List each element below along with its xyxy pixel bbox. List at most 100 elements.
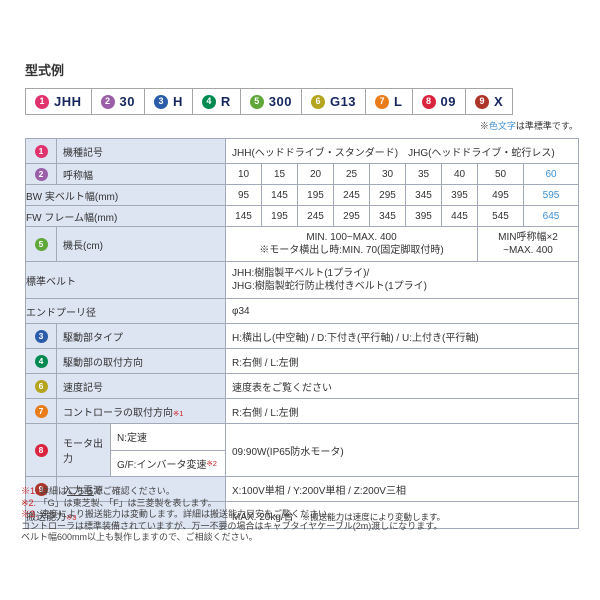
frame-width-value: 145 [225, 205, 262, 227]
note-highlight: 色文字 [488, 121, 516, 131]
badge-9-icon: 9 [474, 94, 489, 109]
model-code-segment: H [172, 94, 183, 109]
details-link[interactable]: こちら [67, 486, 94, 496]
row-label: 速度記号 [63, 382, 103, 394]
belt-width-value: 395 [441, 184, 478, 206]
footnote-2: ※2. 「G」は東芝製、「F」は三菱製を表します。 [21, 497, 217, 508]
frame-width-value: 195 [261, 205, 298, 227]
frame-width-value: 295 [333, 205, 370, 227]
row-motor-output: 8 モータ出力 N:定速 G/F:インバータ変速 ※2 09:90W(IP65防水… [25, 423, 579, 477]
row-label: コントローラの取付方向 [63, 407, 173, 419]
model-value: JHH(ヘッドドライブ・スタンダード) JHG(ヘッドドライブ・蛇行レス) [225, 138, 579, 164]
frame-width-value: 545 [477, 205, 524, 227]
nominal-width-value: 25 [333, 163, 370, 185]
nominal-width-value: 15 [261, 163, 298, 185]
model-code-segment: 30 [119, 94, 135, 109]
model-code-segment: 09 [440, 94, 456, 109]
model-code-cell-5: 5 300 [239, 88, 302, 115]
row-end-pulley: エンドプーリ径 φ34 [25, 298, 579, 324]
nominal-width-value: 40 [441, 163, 478, 185]
badge-6-icon: 6 [34, 379, 48, 393]
drive-mount-value: R:右側 / L:左側 [225, 348, 579, 374]
badge-7-icon: 7 [375, 94, 390, 109]
row-label: FW フレーム幅(mm) [25, 205, 226, 227]
frame-width-value: 245 [297, 205, 334, 227]
belt-width-value: 295 [369, 184, 406, 206]
model-code-cell-6: 6 G13 [300, 88, 367, 115]
badge-4-icon: 4 [34, 354, 48, 368]
badge-1-icon: 1 [34, 144, 48, 158]
end-pulley-value: φ34 [225, 298, 579, 324]
row-belt-width: BW 実ベルト幅(mm) 95 145 195 245 295 345 395 … [25, 184, 579, 206]
row-machine-length: 5 機長(cm) MIN. 100~MAX. 400 ※モータ横出し時:MIN.… [25, 226, 579, 262]
row-capacity: 搬送能力※3 MAX. 20kg/台 ※搬送能力は速度により変動します。 [25, 501, 579, 529]
semi-standard-note: ※色文字は準標準です。 [480, 119, 578, 132]
row-label: 機種記号 [63, 147, 103, 159]
nominal-width-value: 20 [297, 163, 334, 185]
badge-8-icon: 8 [421, 94, 436, 109]
row-frame-width: FW フレーム幅(mm) 145 195 245 295 345 395 445… [25, 205, 579, 227]
nominal-width-value: 50 [477, 163, 524, 185]
row-speed-code: 6 速度記号 速度表をご覧ください [25, 373, 579, 399]
belt-width-value: 245 [333, 184, 370, 206]
model-code-segment: 300 [268, 94, 292, 109]
row-model: 1 機種記号 JHH(ヘッドドライブ・スタンダード) JHG(ヘッドドライブ・蛇… [25, 138, 579, 164]
model-code-cell-3: 3 H [143, 88, 193, 115]
row-label: 入力電源 [63, 485, 103, 497]
speed-code-value: 速度表をご覧ください [225, 373, 579, 399]
model-code-example-row: 1 JHH 2 30 3 H 4 R 5 300 6 G13 7 L 8 09 [25, 88, 514, 115]
machine-length-wide-value: MIN呼称幅×2 ~MAX. 400 [477, 226, 579, 262]
row-label: モータ出力 [63, 439, 103, 465]
badge-4-icon: 4 [201, 94, 216, 109]
capacity-note: ※搬送能力は速度により変動します。 [301, 511, 446, 522]
badge-3-icon: 3 [34, 329, 48, 343]
badge-5-icon: 5 [249, 94, 264, 109]
frame-width-value: 345 [369, 205, 406, 227]
footnote-ref-2: ※2 [206, 458, 217, 468]
model-code-segment: JHH [54, 94, 82, 109]
capacity-value: MAX. 20kg/台 ※搬送能力は速度により変動します。 [225, 501, 579, 529]
row-controller-mount: 7 コントローラの取付方向※1 R:右側 / L:左側 [25, 398, 579, 424]
note-suffix: は準標準です。 [515, 121, 578, 131]
row-drive-mount: 4 駆動部の取付方向 R:右側 / L:左側 [25, 348, 579, 374]
nominal-width-value: 10 [225, 163, 262, 185]
nominal-width-value: 30 [369, 163, 406, 185]
controller-mount-value: R:右側 / L:左側 [225, 398, 579, 424]
nominal-width-value: 35 [405, 163, 442, 185]
model-code-cell-7: 7 L [365, 88, 413, 115]
frame-width-value-semistd: 645 [523, 205, 579, 227]
page-title: 型式例 [25, 63, 65, 78]
machine-length-value: MIN. 100~MAX. 400 ※モータ横出し時:MIN. 70(固定脚取付… [225, 226, 478, 262]
row-standard-belt: 標準ベルト JHH:樹脂製平ベルト(1プライ)/ JHG:樹脂製蛇行防止桟付きベ… [25, 261, 579, 299]
belt-width-value-semistd: 595 [523, 184, 579, 206]
badge-5-icon: 5 [34, 237, 48, 251]
model-code-cell-8: 8 09 [411, 88, 466, 115]
model-code-cell-1: 1 JHH [25, 88, 92, 115]
model-code-cell-2: 2 30 [90, 88, 145, 115]
power-input-value: X:100V単相 / Y:200V単相 / Z:200V三相 [225, 476, 579, 502]
drive-type-value: H:横出し(中空軸) / D:下付き(平行軸) / U:上付き(平行軸) [225, 323, 579, 349]
belt-width-value: 495 [477, 184, 524, 206]
badge-8-icon: 8 [34, 443, 48, 457]
row-nominal-width: 2 呼称幅 10 15 20 25 30 35 40 50 60 [25, 163, 579, 185]
frame-width-value: 445 [441, 205, 478, 227]
row-label: 搬送能力 [26, 511, 66, 523]
model-code-segment: R [220, 94, 231, 109]
row-power-input: 9 入力電源 X:100V単相 / Y:200V単相 / Z:200V三相 [25, 476, 579, 502]
motor-sub-column: N:定速 G/F:インバータ変速 ※2 [110, 424, 225, 476]
footnote-4: コントローラは標準装備されていますが、万一不要の場合はキャブタイヤケーブル(2m… [21, 520, 443, 531]
motor-sub-constant: N:定速 [117, 433, 147, 445]
model-code-segment: L [394, 94, 403, 109]
belt-width-value: 345 [405, 184, 442, 206]
badge-3-icon: 3 [153, 94, 168, 109]
standard-belt-value: JHH:樹脂製平ベルト(1プライ)/ JHG:樹脂製蛇行防止桟付きベルト(1プラ… [225, 261, 579, 299]
row-label: 標準ベルト [25, 261, 226, 299]
row-label: BW 実ベルト幅(mm) [25, 184, 226, 206]
row-label: 呼称幅 [63, 170, 93, 182]
badge-6-icon: 6 [310, 94, 325, 109]
row-label: 駆動部の取付方向 [63, 357, 143, 369]
footnotes: ※1. 詳細はこちらでご確認ください。 ※2. 「G」は東芝製、「F」は三菱製を… [21, 486, 442, 544]
model-code-cell-9: 9 X [464, 88, 514, 115]
motor-sub-inverter: G/F:インバータ変速 ※2 [111, 449, 225, 477]
